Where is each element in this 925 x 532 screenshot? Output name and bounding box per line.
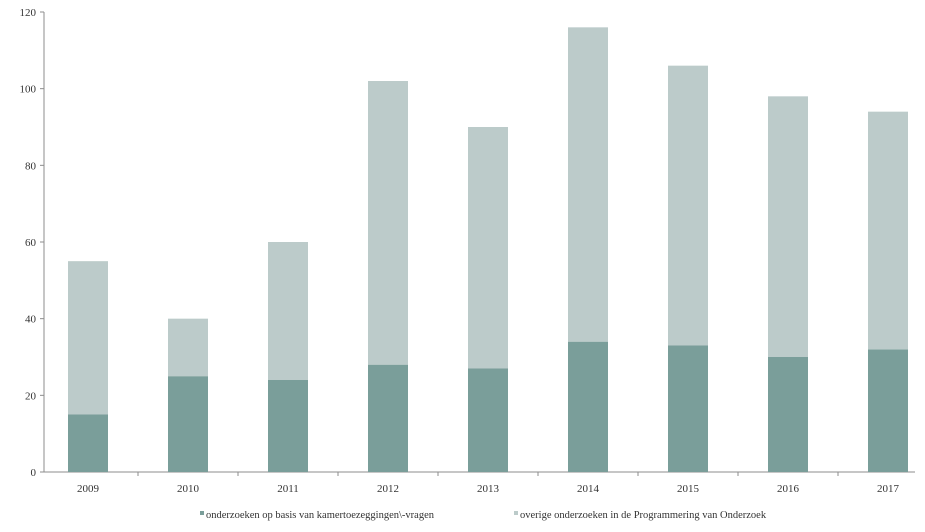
y-tick-label: 60 — [25, 237, 37, 249]
x-tick-label: 2015 — [677, 483, 700, 495]
bar-segment-overige-2009 — [68, 261, 108, 415]
x-tick-label: 2013 — [477, 483, 500, 495]
y-tick-label: 80 — [25, 160, 37, 172]
bar-segment-overige-2017 — [868, 111, 908, 350]
x-tick-label: 2014 — [577, 483, 600, 495]
bar-segment-kamertoezeggingen-2014 — [568, 341, 608, 472]
x-tick-label: 2016 — [777, 483, 800, 495]
bar-segment-overige-2010 — [168, 318, 208, 377]
y-axis-ticks: 0 20 40 60 80 100 120 — [20, 7, 44, 479]
y-tick-label: 100 — [20, 84, 37, 96]
bar-segment-kamertoezeggingen-2012 — [368, 364, 408, 472]
x-tick-label: 2017 — [877, 483, 900, 495]
legend-swatch — [514, 511, 518, 515]
bar-segment-overige-2014 — [568, 27, 608, 342]
bar-segment-overige-2013 — [468, 127, 508, 369]
legend-swatch — [200, 511, 204, 515]
x-axis-labels: 2009 2010 2011 2012 2013 2014 2015 2016 2017 — [77, 472, 900, 495]
bar-segment-overige-2011 — [268, 242, 308, 380]
y-tick-label: 40 — [25, 314, 37, 326]
x-tick-label: 2012 — [377, 483, 399, 495]
y-tick-label: 120 — [20, 7, 37, 19]
bar-segment-kamertoezeggingen-2017 — [868, 349, 908, 472]
bar-segment-overige-2016 — [768, 96, 808, 357]
legend-label: onderzoeken op basis van kamertoezegging… — [206, 510, 435, 521]
bar-segment-kamertoezeggingen-2016 — [768, 357, 808, 472]
bar-segment-overige-2012 — [368, 81, 408, 365]
bars-group — [68, 27, 908, 472]
x-tick-label: 2009 — [77, 483, 100, 495]
bar-segment-kamertoezeggingen-2010 — [168, 376, 208, 472]
legend-label: overige onderzoeken in de Programmering … — [520, 510, 767, 521]
bar-segment-overige-2015 — [668, 65, 708, 346]
y-tick-label: 0 — [31, 467, 37, 479]
y-tick-label: 20 — [25, 390, 37, 402]
legend: onderzoeken op basis van kamertoezegging… — [200, 510, 767, 521]
bar-segment-kamertoezeggingen-2009 — [68, 414, 108, 472]
bar-segment-kamertoezeggingen-2011 — [268, 380, 308, 472]
bar-segment-kamertoezeggingen-2015 — [668, 345, 708, 472]
bar-segment-kamertoezeggingen-2013 — [468, 368, 508, 472]
x-tick-label: 2010 — [177, 483, 200, 495]
x-tick-label: 2011 — [277, 483, 299, 495]
